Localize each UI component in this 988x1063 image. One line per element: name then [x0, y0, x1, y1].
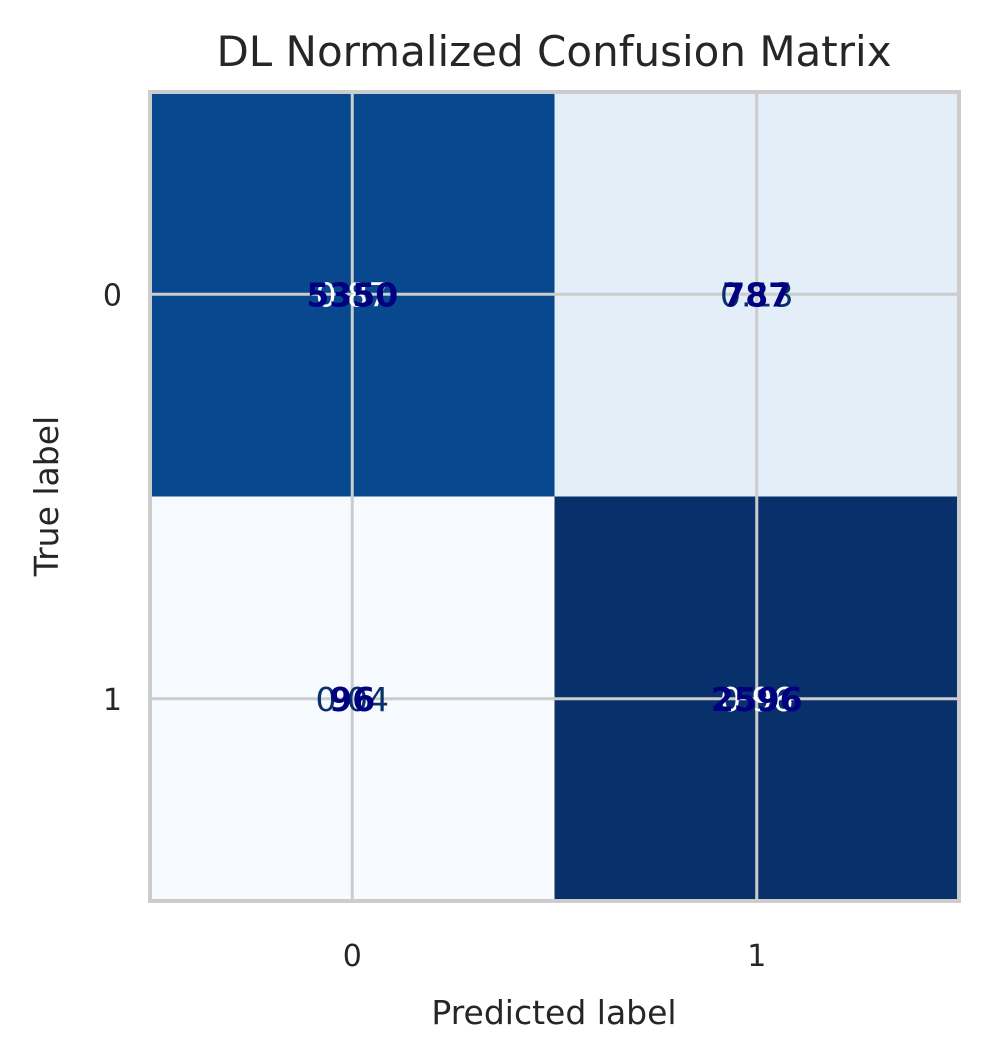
x-tick-label-0: 0 — [343, 939, 362, 974]
y-tick-label-0: 0 — [103, 278, 122, 313]
chart-title: DL Normalized Confusion Matrix — [216, 27, 891, 76]
cell-normalized-label-1-0: 0.04 — [316, 680, 389, 719]
plot-frame — [148, 90, 961, 903]
cell-normalized-label-0-1: 0.13 — [720, 275, 793, 314]
y-tick-labels: 01 — [103, 278, 122, 718]
cell-count-label-1-0: 96 — [329, 680, 375, 719]
x-tick-label-1: 1 — [747, 939, 766, 974]
heatmap-cells — [150, 92, 960, 902]
y-tick-label-1: 1 — [103, 683, 122, 718]
cell-count-label-1-1: 2596 — [711, 680, 803, 719]
cell-normalized-label-0-0: 0.87 — [316, 275, 389, 314]
cell-count-label-0-1: 787 — [722, 275, 791, 314]
cell-normalized-label-1-1: 0.96 — [720, 680, 793, 719]
y-axis-label: True label — [27, 416, 66, 577]
cell-count-label-0-0: 5350 — [306, 275, 398, 314]
grid-lines — [150, 92, 959, 901]
x-axis-label: Predicted label — [431, 993, 676, 1032]
